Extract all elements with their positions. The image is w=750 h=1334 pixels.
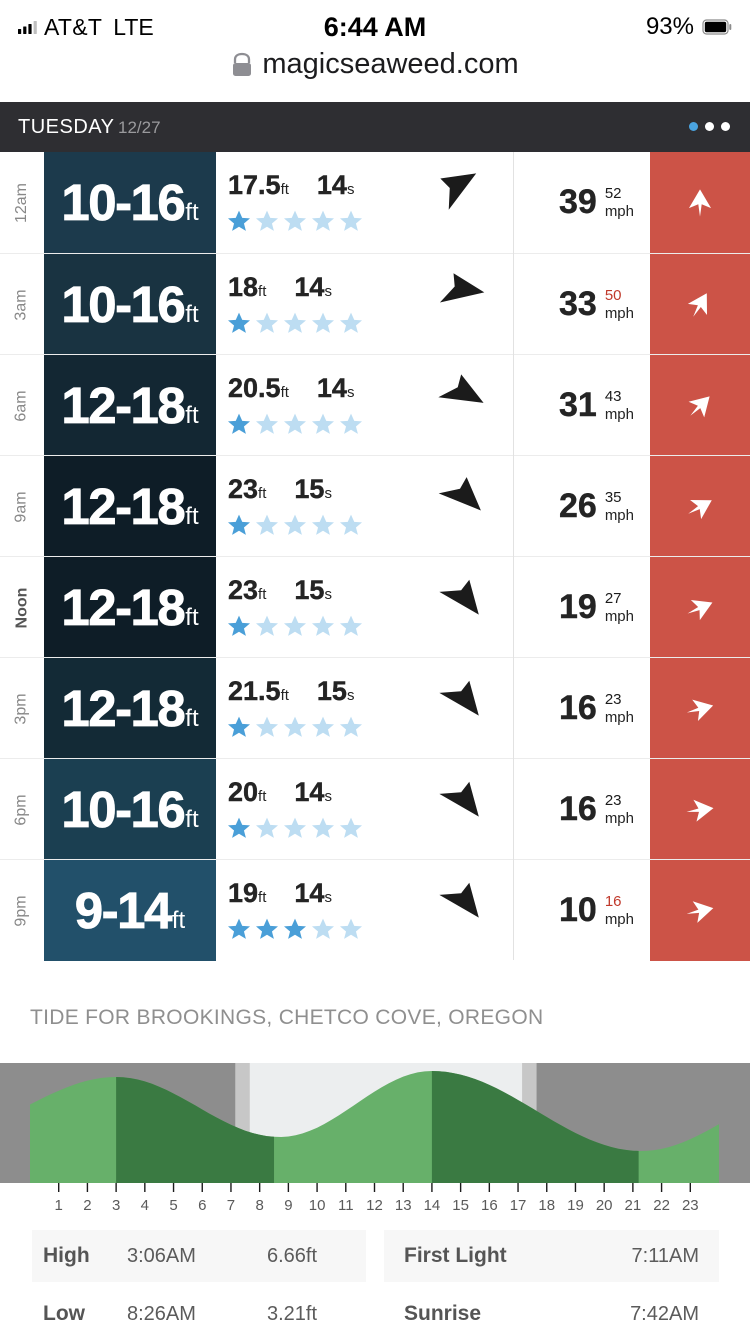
svg-text:23: 23 [682, 1197, 699, 1213]
svg-text:16: 16 [481, 1197, 498, 1213]
svg-text:5: 5 [169, 1197, 177, 1213]
svg-text:9: 9 [284, 1197, 292, 1213]
svg-text:19: 19 [567, 1197, 584, 1213]
svg-text:12: 12 [366, 1197, 383, 1213]
svg-text:4: 4 [141, 1197, 149, 1213]
svg-text:21: 21 [625, 1197, 642, 1213]
svg-text:6: 6 [198, 1197, 206, 1213]
svg-text:20: 20 [596, 1197, 613, 1213]
svg-text:10: 10 [309, 1197, 326, 1213]
svg-text:14: 14 [424, 1197, 441, 1213]
svg-text:2: 2 [83, 1197, 91, 1213]
svg-text:13: 13 [395, 1197, 412, 1213]
svg-text:18: 18 [538, 1197, 555, 1213]
svg-text:7: 7 [227, 1197, 235, 1213]
svg-text:1: 1 [55, 1197, 63, 1213]
svg-text:15: 15 [452, 1197, 469, 1213]
svg-text:22: 22 [653, 1197, 670, 1213]
svg-text:3: 3 [112, 1197, 120, 1213]
svg-text:11: 11 [338, 1197, 354, 1213]
svg-text:17: 17 [510, 1197, 527, 1213]
svg-text:8: 8 [255, 1197, 263, 1213]
